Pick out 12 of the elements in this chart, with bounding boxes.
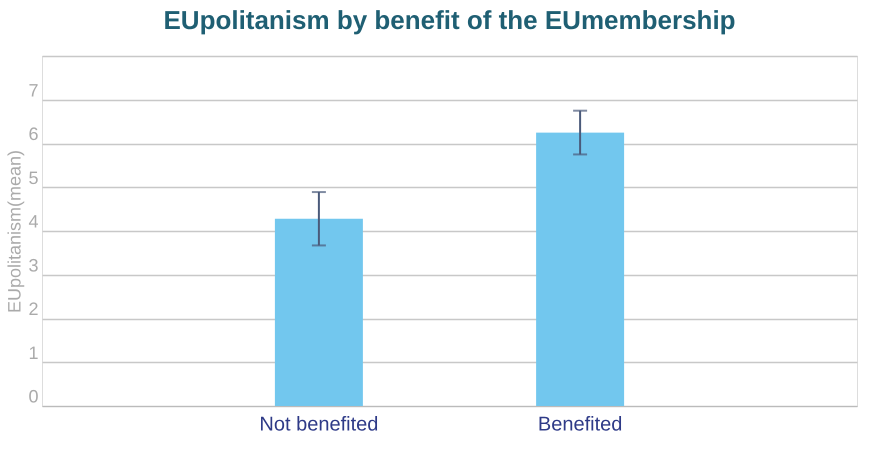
y-axis-title: EUpolitanism(mean) [4, 150, 24, 314]
y-tick-label: 3 [28, 255, 38, 276]
y-tick-label: 1 [28, 342, 38, 363]
y-tick-label: 0 [28, 386, 38, 406]
x-tick-label: Not benefited [259, 414, 378, 436]
x-tick-label: Benefited [538, 414, 622, 436]
y-tick-label: 5 [28, 168, 38, 188]
y-tick-label: 2 [28, 299, 38, 319]
y-tick-label: 6 [28, 124, 38, 144]
chart-title: EUpolitanism by benefit of the EUmembership [163, 5, 736, 35]
y-tick-label: 4 [28, 212, 38, 232]
y-tick-label: 7 [28, 80, 38, 100]
